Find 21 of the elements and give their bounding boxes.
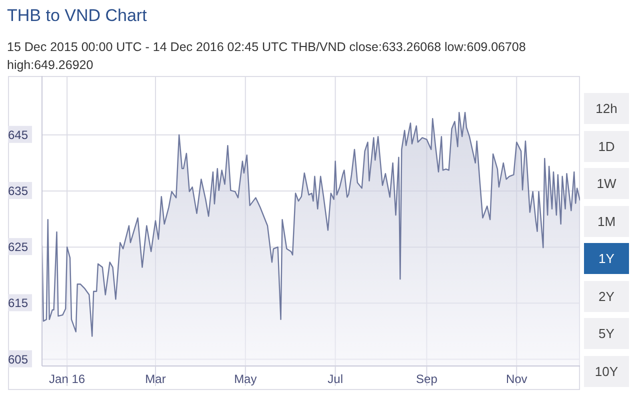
range-button: 10Y (584, 356, 629, 386)
range-button: 1Y (584, 243, 629, 274)
x-tick-label: Nov (506, 372, 528, 386)
chart-subtitle: 15 Dec 2015 00:00 UTC - 14 Dec 2016 02:45 UTC THB/VND close:633.26068 low:609.06708 high:649.26920 (7, 39, 527, 74)
range-button: 1D (584, 130, 629, 162)
x-tick-label: Mar (145, 372, 166, 386)
range-button: 5Y (584, 318, 629, 349)
range-button: 1W (584, 168, 629, 199)
y-tick-label: 625 (8, 240, 28, 254)
range-button: 1M (584, 206, 629, 236)
y-tick-label: 605 (8, 352, 28, 366)
y-tick-label: 645 (8, 128, 28, 142)
x-tick-label: Sep (416, 372, 438, 386)
y-tick-label: 635 (8, 184, 28, 198)
x-tick-label: May (234, 372, 257, 386)
y-tick-label: 615 (8, 296, 28, 310)
x-tick-label: Jan 16 (49, 372, 86, 386)
chart-title: THB to VND Chart (7, 6, 147, 26)
range-button: 12h (584, 93, 629, 124)
range-button: 2Y (584, 280, 629, 312)
x-tick-label: Jul (328, 372, 343, 386)
